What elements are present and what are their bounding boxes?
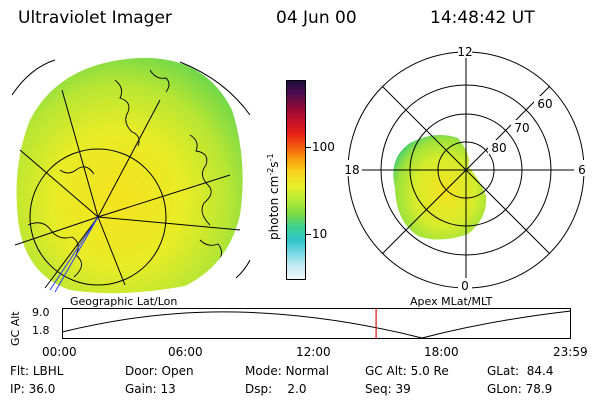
info-glon: GLon: 78.9 [487,382,553,396]
intensity-colorbar [286,80,306,280]
image-time: 14:48:42 UT [430,8,535,28]
polar-grid [347,51,585,289]
info-mode: Mode: Normal [245,364,329,378]
time-tick-0000: 00:00 [42,345,77,359]
altitude-tick-high: 9.0 [32,306,50,319]
image-date: 04 Jun 00 [276,8,357,28]
altitude-curve [62,310,572,339]
info-filter: Flt: LBHL [10,364,64,378]
colorbar-frame [286,80,306,280]
mlt-label-12: 12 [457,45,472,59]
instrument-title: Ultraviolet Imager [18,8,172,28]
mlt-label-18: 18 [344,163,359,177]
altitude-axis-label: GC Alt [9,311,22,346]
mlat-mlt-polar-plot: 12 0 18 6 60 70 80 [342,44,588,293]
mlat-label-80: 80 [491,141,506,155]
info-gc-alt: GC Alt: 5.0 Re [365,364,449,378]
colorbar-tick-mark [306,147,311,148]
geographic-panel-label: Geographic Lat/Lon [70,295,178,308]
time-tick-1800: 18:00 [424,345,459,359]
colorbar-tick-mark [306,234,311,235]
colorbar-tick-100: 100 [312,140,335,154]
mlat-label-60: 60 [537,97,552,111]
auroral-emission-region [16,57,243,294]
time-tick-2359: 23:59 [553,345,588,359]
altitude-tick-low: 1.8 [32,324,50,337]
colorbar-label: photon cm-2s-1 [266,153,281,240]
colorbar-tick-10: 10 [312,227,328,241]
orbit-altitude-timeline [62,308,572,339]
geographic-grid [11,59,251,289]
time-tick-1200: 12:00 [296,345,331,359]
auroral-oval [393,134,487,240]
magnetic-panel-label: Apex MLat/MLT [410,295,493,308]
info-sequence: Seq: 39 [365,382,411,396]
mlt-label-0: 0 [461,279,469,293]
info-ip: IP: 36.0 [10,382,56,396]
mlt-label-6: 6 [578,163,586,177]
mlat-label-70: 70 [514,121,529,135]
info-glat: GLat: 84.4 [487,364,554,378]
info-display: Dsp: 2.0 [245,382,307,396]
timeline-frame [62,308,571,339]
info-gain: Gain: 13 [125,382,176,396]
info-door: Door: Open [125,364,194,378]
geographic-auroral-image [11,57,251,294]
time-tick-0600: 06:00 [168,345,203,359]
